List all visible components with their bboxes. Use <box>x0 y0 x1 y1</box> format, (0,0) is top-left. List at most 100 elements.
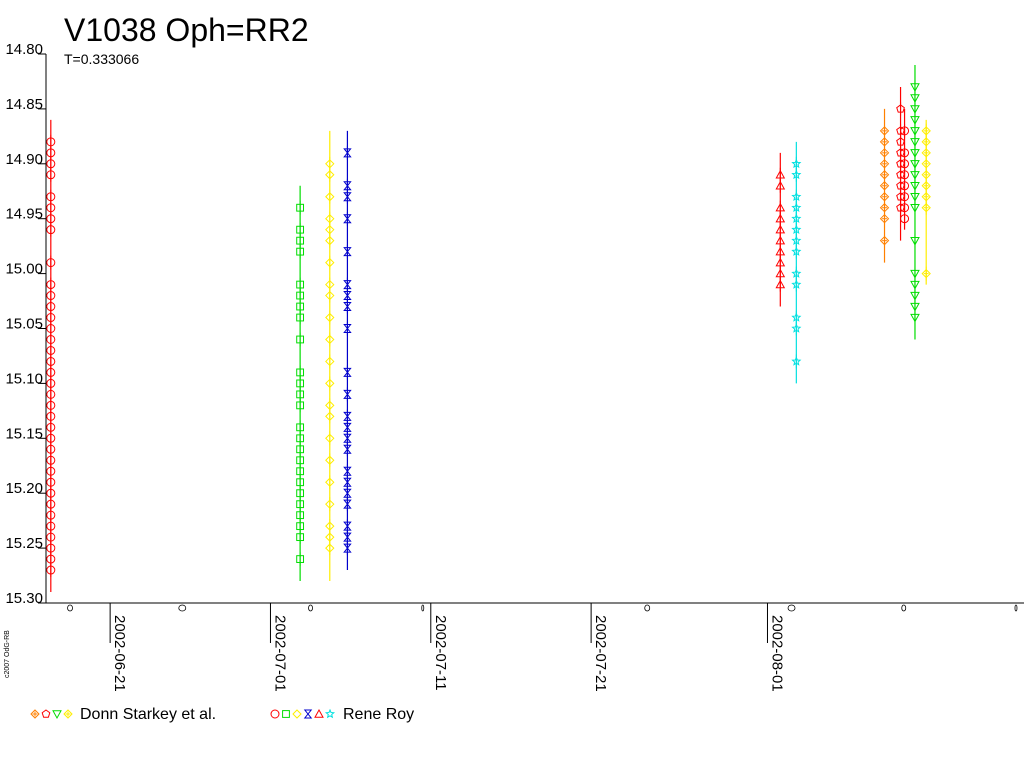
data-point <box>46 565 56 575</box>
moon-phase-mark <box>308 604 313 612</box>
data-point <box>325 411 335 422</box>
legend-marker <box>270 709 280 719</box>
data-point <box>325 192 335 202</box>
data-point <box>343 433 352 443</box>
data-point <box>343 466 352 476</box>
legend-marker <box>63 709 73 719</box>
data-point <box>343 389 352 399</box>
data-point <box>775 268 786 278</box>
data-point <box>296 203 305 212</box>
data-point <box>775 279 786 289</box>
data-point <box>921 203 931 213</box>
chart-title: V1038 Oph=RR2 <box>64 12 309 48</box>
data-point <box>910 83 920 92</box>
x-tick-label: 2002-08-01 <box>768 615 785 692</box>
data-point <box>325 290 335 301</box>
y-tick-label: 15.20 <box>5 480 43 497</box>
data-series <box>910 64 920 340</box>
data-point <box>896 126 905 135</box>
moon-phase-mark <box>901 604 907 612</box>
data-point <box>325 433 335 444</box>
data-point <box>791 312 802 322</box>
y-tick-label: 15.00 <box>5 261 43 278</box>
data-point <box>325 235 335 246</box>
data-point <box>910 302 920 312</box>
data-point <box>296 401 305 410</box>
data-point <box>910 116 920 125</box>
data-point <box>296 555 305 563</box>
data-point <box>296 522 305 531</box>
data-point <box>296 291 305 300</box>
data-point <box>343 477 352 487</box>
data-point <box>46 225 56 235</box>
legend-markers <box>270 708 336 719</box>
data-point <box>343 422 352 432</box>
data-point <box>791 279 802 289</box>
data-point <box>325 499 335 509</box>
data-point <box>791 191 802 202</box>
y-tick-label: 14.80 <box>5 41 43 58</box>
legend-label: Donn Starkey et al. <box>80 706 216 723</box>
legend-entry-donn-starkey: Donn Starkey et al. <box>30 706 216 723</box>
data-point <box>921 268 931 279</box>
data-point <box>296 390 305 399</box>
data-point <box>791 246 802 256</box>
moon-phase-mark <box>67 604 73 612</box>
data-point <box>879 213 890 224</box>
x-tick-label: 2002-07-11 <box>432 615 449 691</box>
data-point <box>879 235 890 246</box>
moon-phase-mark <box>1014 604 1018 612</box>
y-tick-label: 15.10 <box>5 370 43 387</box>
data-point <box>775 257 786 267</box>
data-point <box>325 543 335 553</box>
data-point <box>896 170 905 179</box>
legend-marker <box>303 709 313 719</box>
moon-phase-mark <box>644 604 651 612</box>
legend-marker <box>282 710 290 718</box>
data-point <box>775 169 786 179</box>
data-point <box>343 488 352 498</box>
moon-phase-marks <box>67 604 1018 612</box>
data-point <box>910 171 920 180</box>
data-point <box>343 532 352 542</box>
data-point <box>296 533 305 542</box>
data-point <box>910 291 920 301</box>
data-point <box>910 94 920 103</box>
data-point <box>343 543 352 553</box>
data-point <box>296 445 305 454</box>
data-point <box>896 137 905 146</box>
data-point <box>910 182 920 191</box>
data-point <box>910 269 920 279</box>
data-point <box>343 181 352 191</box>
data-point <box>296 302 305 311</box>
data-point <box>791 224 802 234</box>
data-series <box>296 185 305 582</box>
data-point <box>343 214 352 224</box>
data-point <box>775 213 786 223</box>
data-point <box>343 521 352 531</box>
data-point <box>296 225 305 234</box>
data-point <box>343 499 352 509</box>
data-point <box>775 224 786 234</box>
y-tick-label: 14.85 <box>5 96 43 113</box>
data-series <box>791 141 802 384</box>
data-point <box>46 170 56 180</box>
data-point <box>296 335 305 344</box>
data-point-group <box>46 64 931 593</box>
data-point <box>343 280 352 290</box>
legend-marker <box>324 708 336 719</box>
legend-marker <box>41 709 51 718</box>
y-tick-label: 14.95 <box>5 206 43 223</box>
legend-marker <box>292 709 302 719</box>
data-point <box>775 202 786 212</box>
data-series <box>900 108 910 230</box>
data-point <box>910 193 920 202</box>
data-point <box>325 170 335 180</box>
data-point <box>296 467 305 476</box>
data-point <box>325 455 335 465</box>
data-point <box>910 160 920 169</box>
data-point <box>910 138 920 147</box>
data-point <box>910 149 920 158</box>
moon-phase-mark <box>421 604 425 612</box>
